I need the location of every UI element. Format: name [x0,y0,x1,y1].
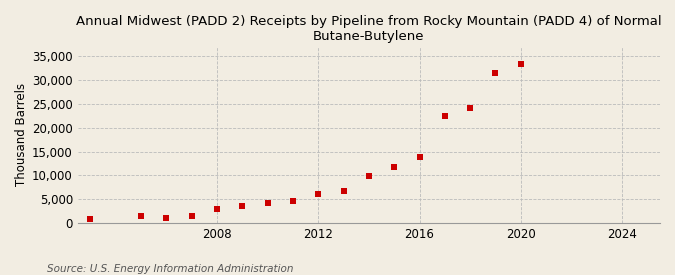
Point [262,201,273,205]
Point [389,165,400,169]
Point [313,192,323,197]
Point [439,114,450,118]
Point [161,215,171,220]
Point [516,62,526,66]
Point [338,188,349,193]
Title: Annual Midwest (PADD 2) Receipts by Pipeline from Rocky Mountain (PADD 4) of Nor: Annual Midwest (PADD 2) Receipts by Pipe… [76,15,662,43]
Point [211,207,222,211]
Y-axis label: Thousand Barrels: Thousand Barrels [15,83,28,186]
Text: Source: U.S. Energy Information Administration: Source: U.S. Energy Information Administ… [47,264,294,274]
Point [136,214,146,218]
Point [288,199,298,204]
Point [414,155,425,160]
Point [237,204,248,208]
Point [364,174,375,178]
Point [186,214,197,218]
Point [85,216,96,221]
Point [465,106,476,110]
Point [490,71,501,75]
